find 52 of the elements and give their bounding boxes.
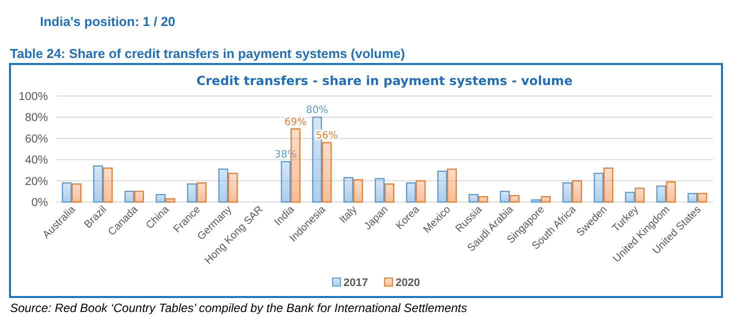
bar bbox=[603, 167, 614, 203]
bar bbox=[218, 168, 228, 203]
bar bbox=[594, 172, 604, 203]
bar bbox=[165, 198, 176, 203]
bar bbox=[280, 161, 291, 203]
bar bbox=[437, 170, 448, 203]
bar bbox=[416, 180, 426, 203]
bar bbox=[572, 180, 582, 203]
bar bbox=[624, 192, 635, 203]
bar bbox=[322, 142, 332, 203]
text: India's position: 1 / 20 bbox=[40, 14, 176, 29]
bar bbox=[562, 182, 572, 203]
bar bbox=[540, 196, 551, 203]
bar bbox=[343, 177, 354, 203]
caption: Table 24: Share of credit transfers in payment systems (volume) bbox=[10, 46, 405, 61]
bar bbox=[500, 190, 510, 203]
bar bbox=[228, 172, 238, 203]
bar bbox=[124, 190, 134, 203]
bar bbox=[72, 183, 82, 203]
data-label: 80% bbox=[306, 105, 328, 116]
bar bbox=[62, 182, 72, 203]
bar bbox=[156, 194, 166, 203]
bar bbox=[186, 183, 197, 203]
y-tick-label: 40% bbox=[24, 154, 48, 167]
bar bbox=[93, 165, 104, 203]
y-tick-label: 20% bbox=[24, 176, 48, 188]
bar bbox=[196, 182, 207, 203]
bar bbox=[656, 186, 666, 203]
bar bbox=[406, 182, 416, 203]
x-tick-label: Italy bbox=[337, 203, 360, 226]
y-tick-label: 60% bbox=[24, 133, 48, 146]
y-tick-label: 100% bbox=[18, 91, 48, 103]
bar bbox=[384, 183, 394, 203]
bar bbox=[468, 194, 478, 203]
bar bbox=[134, 190, 144, 203]
bar bbox=[531, 199, 542, 203]
legend-label: 2020 bbox=[396, 277, 420, 289]
bar bbox=[666, 181, 676, 203]
bar bbox=[634, 188, 645, 203]
y-tick-label: 0% bbox=[31, 197, 48, 209]
data-label: 69% bbox=[284, 116, 307, 128]
bar bbox=[510, 195, 520, 203]
y-tick-label: 80% bbox=[24, 112, 48, 124]
legend-label: 2017 bbox=[344, 277, 368, 289]
bar bbox=[102, 167, 113, 203]
bar bbox=[446, 168, 457, 203]
bar bbox=[374, 178, 385, 203]
bar bbox=[697, 192, 708, 203]
bar bbox=[353, 179, 364, 203]
chart-title: Credit transfers - share in payment systems - volume bbox=[196, 73, 573, 88]
bar bbox=[688, 192, 698, 203]
bar bbox=[478, 196, 488, 203]
